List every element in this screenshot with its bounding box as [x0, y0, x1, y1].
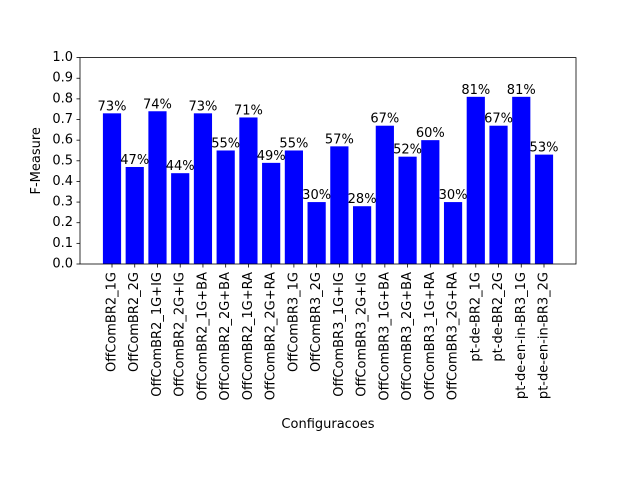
x-tick-label-17: pt-de-BR2_2G	[491, 272, 506, 362]
data-label-10: 57%	[325, 132, 354, 147]
data-label-14: 60%	[416, 126, 445, 141]
x-tick-label-18: pt-de-en-in-BR3_1G	[514, 272, 529, 399]
y-tick-label-8: 0.8	[52, 91, 73, 106]
x-tick-label-7: OffComBR2_2G+RA	[264, 272, 279, 400]
y-tick-label-2: 0.2	[52, 215, 73, 230]
bar-8	[284, 150, 303, 264]
data-label-8: 55%	[279, 136, 308, 151]
data-label-12: 67%	[370, 112, 399, 127]
y-tick-label-3: 0.3	[52, 195, 73, 210]
bar-9	[307, 202, 326, 264]
x-tick-label-13: OffComBR3_2G+BA	[400, 272, 415, 401]
y-axis-ticks: 0.0 0.1 0.2 0.3 0.4 0.5 0.6 0.7 0.8 0.9 1.0	[52, 50, 80, 272]
x-tick-label-11: OffComBR3_2G+IG	[355, 272, 370, 397]
data-label-16: 81%	[461, 83, 490, 98]
x-tick-label-3: OffComBR2_2G+IG	[173, 272, 188, 397]
bar-1	[125, 166, 144, 264]
bar-2	[148, 111, 167, 264]
data-label-9: 30%	[302, 188, 331, 203]
x-tick-label-1: OffComBR2_2G	[127, 272, 142, 372]
y-tick-label-4: 0.4	[52, 174, 73, 189]
bar-10	[330, 146, 349, 264]
bar-0	[102, 113, 122, 264]
y-tick-label-6: 0.6	[52, 133, 73, 148]
x-tick-label-0: OffComBR2_1G	[105, 272, 120, 372]
data-label-11: 28%	[348, 192, 377, 207]
bar-15	[443, 202, 463, 264]
data-label-2: 74%	[143, 97, 172, 112]
data-label-4: 73%	[188, 99, 217, 114]
y-tick-label-0: 0.0	[52, 257, 73, 272]
bar-3	[171, 173, 190, 264]
data-label-5: 55%	[211, 136, 240, 151]
data-label-3: 44%	[166, 159, 195, 174]
data-label-18: 81%	[507, 83, 536, 98]
x-tick-label-16: pt-de-BR2_1G	[468, 272, 483, 362]
x-tick-label-4: OffComBR2_1G+BA	[195, 272, 210, 401]
x-tick-label-10: OffComBR3_1G+IG	[332, 272, 347, 397]
bar-4	[193, 113, 213, 264]
x-tick-label-12: OffComBR3_1G+BA	[377, 272, 392, 401]
bars-group	[102, 96, 554, 265]
y-tick-label-10: 1.0	[52, 50, 73, 65]
y-tick-label-9: 0.9	[52, 71, 73, 86]
bar-7	[262, 162, 281, 264]
bar-19	[534, 154, 554, 264]
bar-13	[398, 156, 417, 264]
data-label-13: 52%	[393, 143, 422, 158]
x-tick-label-2: OffComBR2_1G+IG	[150, 272, 165, 397]
bar-5	[216, 150, 235, 264]
y-tick-label-7: 0.7	[52, 112, 73, 127]
x-tick-label-19: pt-de-en-in-BR3_2G	[537, 272, 552, 399]
x-tick-label-14: OffComBR3_1G+RA	[423, 272, 438, 400]
x-tick-label-5: OffComBR2_2G+BA	[218, 272, 233, 401]
y-axis-title: F-Measure	[29, 127, 44, 194]
bar-6	[239, 117, 258, 265]
y-tick-label-5: 0.5	[52, 153, 73, 168]
data-label-6: 71%	[234, 103, 263, 118]
bar-14	[421, 140, 440, 264]
data-label-19: 53%	[530, 141, 559, 156]
data-label-0: 73%	[98, 99, 127, 114]
x-tick-label-6: OffComBR2_1G+RA	[241, 272, 256, 400]
data-labels-group: 73%47%74%44%73%55%71%49%55%30%57%28%67%5…	[98, 83, 559, 207]
data-label-1: 47%	[120, 153, 149, 168]
data-label-15: 30%	[439, 188, 468, 203]
bar-16	[466, 96, 485, 264]
bar-18	[512, 96, 531, 264]
y-tick-label-1: 0.1	[52, 236, 73, 251]
data-label-17: 67%	[484, 112, 513, 127]
x-tick-label-15: OffComBR3_2G+RA	[446, 272, 461, 400]
bar-11	[353, 206, 372, 264]
bar-12	[375, 125, 394, 265]
x-tick-label-8: OffComBR3_1G	[286, 272, 301, 372]
plot-frame	[79, 57, 577, 265]
x-axis-ticks: OffComBR2_1G OffComBR2_2G OffComBR2_1G+IG O…	[105, 264, 552, 401]
bar-17	[489, 125, 508, 265]
data-label-7: 49%	[257, 149, 286, 164]
x-tick-label-9: OffComBR3_2G	[309, 272, 324, 372]
x-axis-title: Configuracoes	[281, 417, 374, 432]
